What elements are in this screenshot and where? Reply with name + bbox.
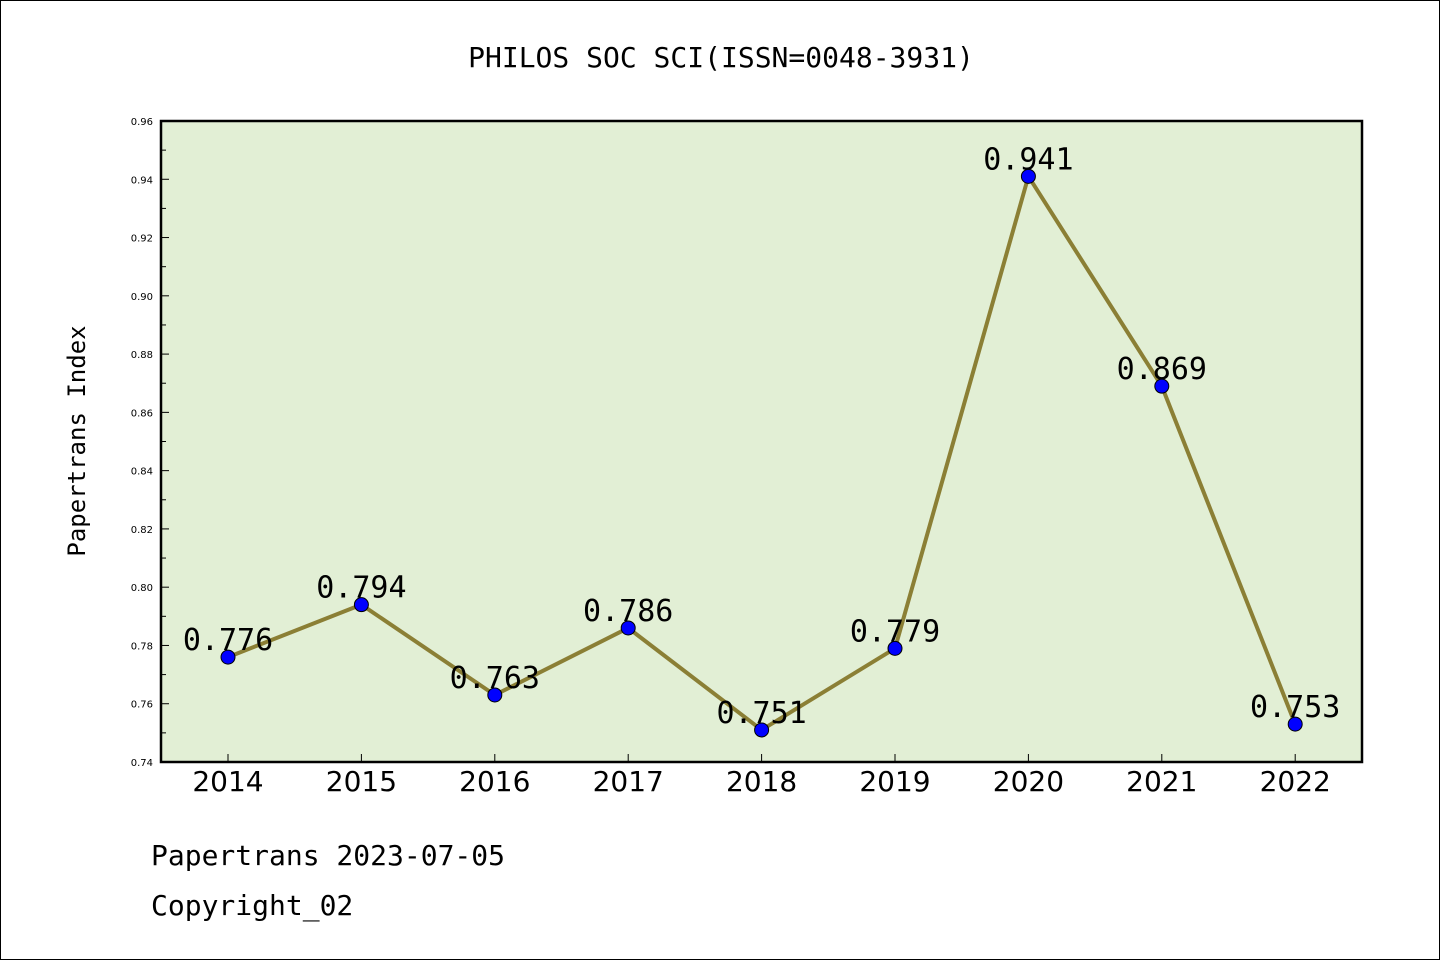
- data-label: 0.751: [716, 696, 806, 731]
- data-point: [1287, 716, 1303, 732]
- data-point: [1154, 378, 1170, 394]
- data-point: [620, 620, 636, 636]
- data-label: 0.779: [850, 614, 940, 649]
- data-label: 0.786: [583, 594, 673, 629]
- x-tick-label: 2016: [459, 765, 530, 798]
- x-tick-label: 2020: [993, 765, 1064, 798]
- data-point: [487, 687, 503, 703]
- data-point: [754, 722, 770, 738]
- y-tick-label: 0.74: [131, 758, 153, 769]
- y-axis: 0.74 0.76 0.78 0.80 0.82 0.84 0.86 0.88 0.90 0.92…: [131, 117, 169, 769]
- y-tick-label: 0.84: [131, 467, 153, 478]
- data-label: 0.794: [316, 571, 406, 606]
- y-tick-label: 0.86: [131, 408, 153, 419]
- x-tick-label: 2021: [1126, 765, 1197, 798]
- data-label: 0.869: [1117, 352, 1207, 387]
- plot-area: [161, 121, 1362, 762]
- data-point: [887, 640, 903, 656]
- x-tick-label: 2014: [192, 765, 263, 798]
- data-label: 0.753: [1250, 690, 1340, 725]
- y-tick-label: 0.80: [131, 583, 153, 594]
- x-tick-label: 2015: [326, 765, 397, 798]
- x-axis: 2014 2015 2016 2017 2018 2019 2020 2021 2022: [192, 754, 1331, 798]
- data-label: 0.941: [983, 142, 1073, 177]
- y-tick-label: 0.90: [131, 292, 153, 303]
- data-label: 0.776: [183, 623, 273, 658]
- y-tick-label: 0.82: [131, 525, 153, 536]
- data-point: [1020, 168, 1036, 184]
- y-tick-label: 0.78: [131, 641, 153, 652]
- chart-title: PHILOS SOC SCI(ISSN=0048-3931): [468, 41, 974, 74]
- data-point: [353, 597, 369, 613]
- data-label: 0.763: [450, 661, 540, 696]
- y-tick-label: 0.76: [131, 700, 153, 711]
- x-tick-label: 2018: [726, 765, 797, 798]
- x-tick-label: 2019: [859, 765, 930, 798]
- footer-date: Papertrans 2023-07-05: [151, 839, 505, 872]
- y-tick-label: 0.92: [131, 234, 153, 245]
- x-tick-label: 2022: [1260, 765, 1331, 798]
- y-tick-label: 0.88: [131, 350, 153, 361]
- y-tick-label: 0.94: [131, 175, 153, 186]
- x-tick-label: 2017: [593, 765, 664, 798]
- series-group: 0.776 0.794 0.763 0.786 0.751 0.779 0.941 0.869…: [183, 142, 1340, 738]
- y-axis-label: Papertrans Index: [63, 325, 91, 556]
- y-tick-label: 0.96: [131, 117, 153, 128]
- data-point: [220, 649, 236, 665]
- plot-border: [159, 119, 1364, 764]
- footer-copyright: Copyright_02: [151, 889, 353, 923]
